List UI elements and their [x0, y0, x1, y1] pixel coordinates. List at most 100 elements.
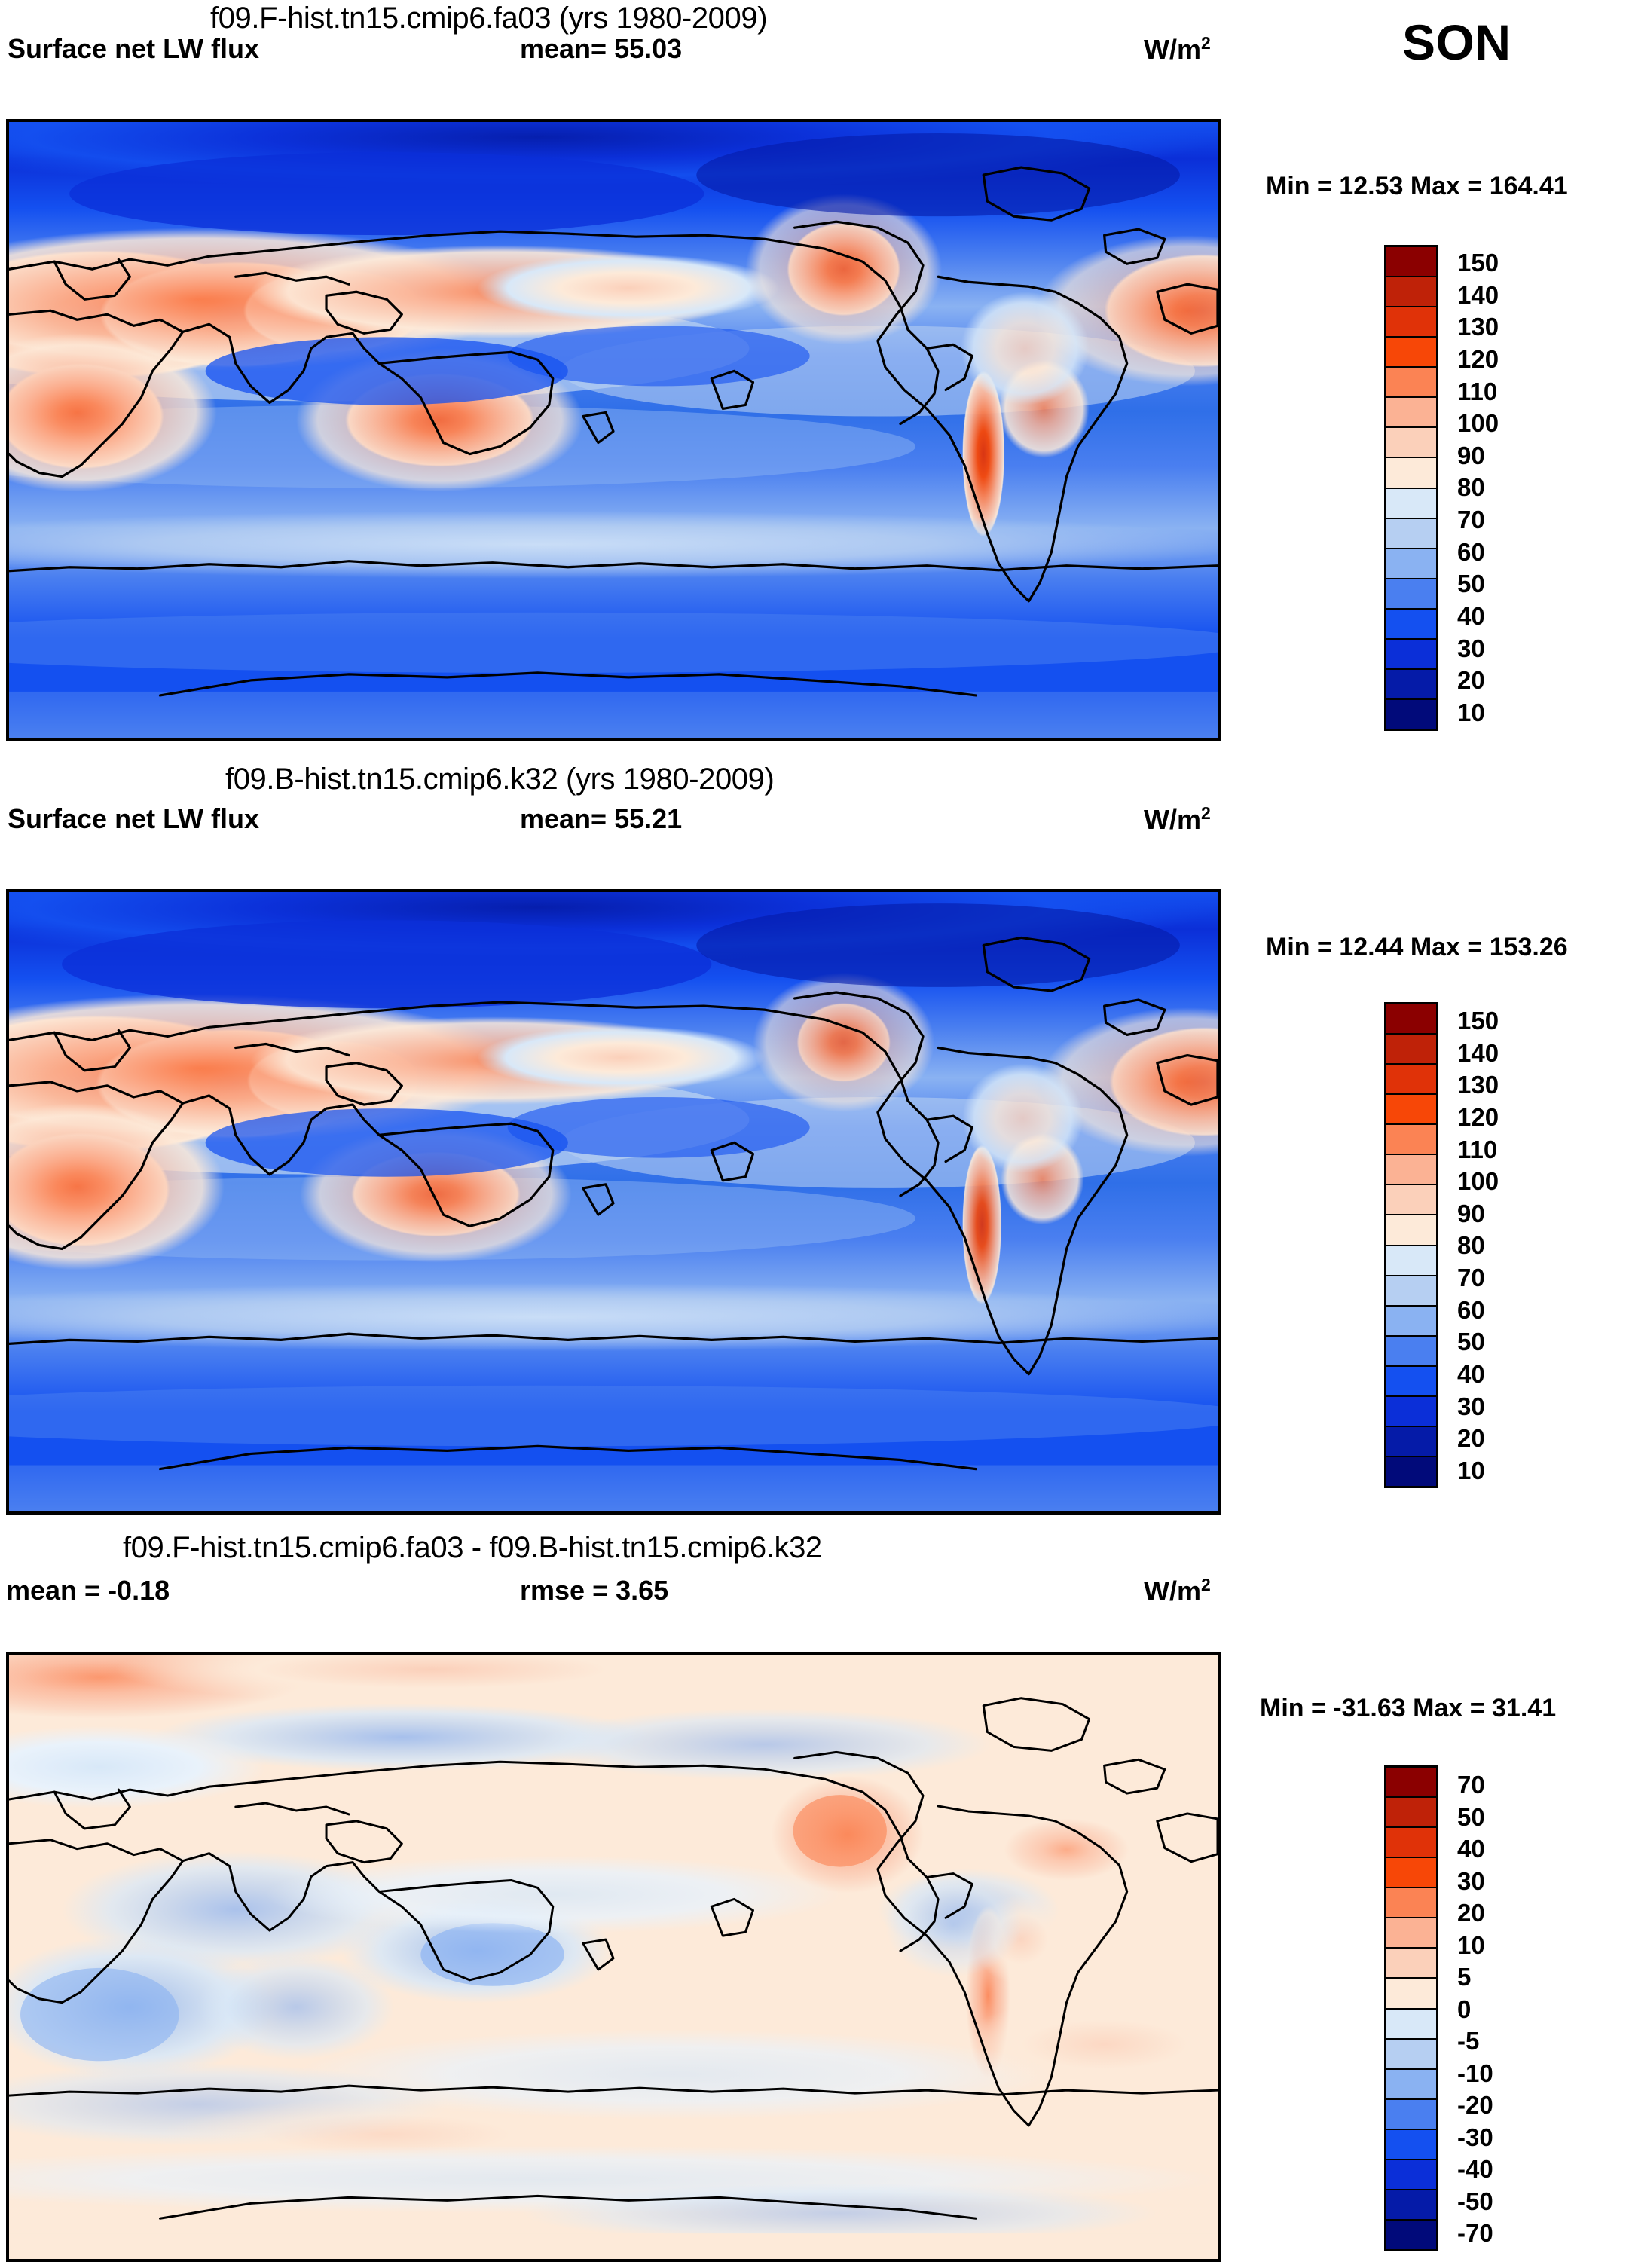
colorbar-labels-panel-3: 70 50 40 30 20 10 5 0 -5 -10 -20 -30 -40 -50 -70 [1457, 1772, 1563, 2245]
colorbar-band [1386, 1828, 1436, 1859]
colorbar-band [1386, 247, 1436, 278]
colorbar-tick-label: 80 [1457, 1231, 1485, 1260]
panel-1-stat-label: mean= 55.03 [520, 33, 683, 64]
colorbar-band [1386, 2129, 1436, 2160]
colorbar-band [1386, 1949, 1436, 1979]
colorbar-band [1386, 1396, 1436, 1427]
map-panel-difference[interactable] [6, 1652, 1221, 2262]
panel-3-stat-label: rmse = 3.65 [520, 1575, 669, 1606]
panel-3-units: W/m2 [1144, 1575, 1211, 1607]
colorbar-tick-label: 150 [1457, 249, 1499, 277]
colorbar-band [1386, 1306, 1436, 1337]
colorbar-tick-label: 50 [1457, 1328, 1485, 1356]
panel-2-units: W/m2 [1144, 803, 1211, 836]
colorbar-tick-label: 30 [1457, 634, 1485, 662]
colorbar-band [1386, 307, 1436, 338]
colorbar-tick-label: 100 [1457, 409, 1499, 438]
colorbar-band [1386, 518, 1436, 549]
colorbar-tick-label: 110 [1457, 377, 1498, 405]
colorbar-band [1386, 579, 1436, 610]
colorbar-tick-label: 80 [1457, 473, 1485, 502]
colorbar-band [1386, 1004, 1436, 1035]
colorbar-band [1386, 549, 1436, 579]
panel-2-field-label: Surface net LW flux [8, 803, 260, 834]
colorbar-tick-label: 70 [1457, 1771, 1485, 1799]
colorbar-tick-label: 110 [1457, 1135, 1498, 1163]
panel-3-title: f09.F-hist.tn15.cmip6.fa03 - f09.B-hist.… [123, 1531, 822, 1564]
colorbar-tick-label: -50 [1457, 2187, 1493, 2215]
panel-2-stat-label: mean= 55.21 [520, 803, 683, 834]
map-3-canvas [9, 1655, 1218, 2259]
panel-2-title: f09.B-hist.tn15.cmip6.k32 (yrs 1980-2009… [225, 763, 775, 796]
colorbar-tick-label: 20 [1457, 666, 1485, 695]
map-3-svg [9, 1655, 1218, 2259]
colorbar-tick-label: 140 [1457, 1038, 1499, 1067]
colorbar-tick-label: 70 [1457, 506, 1485, 534]
colorbar-band [1386, 2220, 1436, 2249]
colorbar-tick-label: -30 [1457, 2123, 1493, 2151]
colorbar-tick-label: 30 [1457, 1866, 1485, 1895]
map-panel-absolute-k32[interactable] [6, 889, 1221, 1515]
colorbar-band [1386, 1276, 1436, 1307]
colorbar-tick-label: 100 [1457, 1167, 1499, 1196]
colorbar-tick-label: -20 [1457, 2091, 1493, 2119]
colorbar-band [1386, 1888, 1436, 1919]
coastlines-3 [9, 1697, 1218, 2220]
colorbar-band [1386, 1215, 1436, 1246]
colorbar-band [1386, 428, 1436, 459]
colorbar-band [1386, 488, 1436, 519]
colorbar-band [1386, 1065, 1436, 1096]
colorbar-tick-label: 40 [1457, 1360, 1485, 1389]
colorbar-tick-label: -70 [1457, 2219, 1493, 2247]
panel-3-field-label: mean = -0.18 [6, 1575, 170, 1606]
colorbar-tick-label: 10 [1457, 1930, 1485, 1959]
colorbar-panel-1 [1384, 245, 1438, 731]
map-2-canvas [9, 892, 1218, 1511]
colorbar-tick-label: 130 [1457, 313, 1499, 341]
colorbar-tick-label: 10 [1457, 698, 1485, 726]
colorbar-tick-label: 150 [1457, 1007, 1499, 1035]
colorbar-tick-label: 130 [1457, 1071, 1499, 1099]
colorbar-tick-label: 30 [1457, 1392, 1485, 1420]
colorbar-band [1386, 2009, 1436, 2040]
colorbar-tick-label: 10 [1457, 1456, 1485, 1484]
colorbar-tick-label: 50 [1457, 1802, 1485, 1831]
panel-2-units-exponent: 2 [1201, 803, 1211, 823]
panel-1-units: W/m2 [1144, 33, 1211, 66]
panel-1-minmax: Min = 12.53 Max = 164.41 [1266, 172, 1568, 200]
panel-2-minmax: Min = 12.44 Max = 153.26 [1266, 933, 1568, 961]
colorbar-tick-label: 0 [1457, 1994, 1472, 2023]
colorbar-band [1386, 277, 1436, 308]
colorbar-band [1386, 2099, 1436, 2130]
colorbar-tick-label: 90 [1457, 1199, 1485, 1227]
colorbar-tick-label: 50 [1457, 570, 1485, 598]
colorbar-band [1386, 1858, 1436, 1889]
colorbar-band [1386, 368, 1436, 399]
colorbar-band [1386, 1798, 1436, 1829]
colorbar-band [1386, 2069, 1436, 2100]
panel-3-minmax: Min = -31.63 Max = 31.41 [1260, 1694, 1557, 1722]
coastlines-1 [9, 166, 1218, 697]
colorbar-tick-label: 140 [1457, 280, 1499, 309]
colorbar-band [1386, 1155, 1436, 1186]
colorbar-panel-2 [1384, 1002, 1438, 1488]
colorbar-band [1386, 699, 1436, 729]
panel-1-units-text: W/m [1144, 34, 1201, 65]
panel-2-units-text: W/m [1144, 804, 1201, 835]
panel-3-units-exponent: 2 [1201, 1575, 1211, 1594]
colorbar-band [1386, 1366, 1436, 1397]
panel-3-units-text: W/m [1144, 1576, 1201, 1606]
map-panel-absolute-fa03[interactable] [6, 119, 1221, 741]
colorbar-tick-label: -5 [1457, 2027, 1480, 2055]
colorbar-labels-panel-1: 150 140 130 120 110 100 90 80 70 60 50 40 30 20 10 [1457, 250, 1563, 725]
colorbar-tick-label: 5 [1457, 1963, 1472, 1991]
colorbar-band [1386, 1456, 1436, 1486]
colorbar-band [1386, 639, 1436, 670]
colorbar-band [1386, 398, 1436, 429]
season-label: SON [1402, 14, 1511, 70]
colorbar-tick-label: -40 [1457, 2155, 1493, 2183]
colorbar-tick-label: 20 [1457, 1424, 1485, 1453]
colorbar-band [1386, 1918, 1436, 1949]
map-2-svg [9, 892, 1218, 1511]
